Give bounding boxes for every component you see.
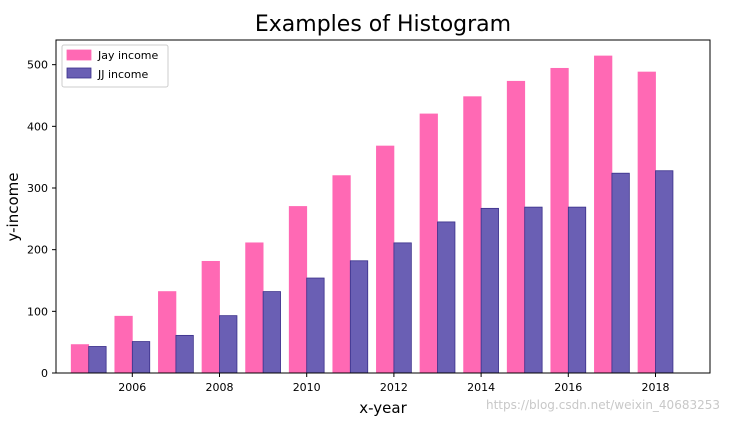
bar-jay-income-2012	[376, 145, 395, 374]
plot-frame	[55, 39, 711, 374]
bar-jay-income-2005	[70, 344, 90, 374]
bar-jj-income-2007	[175, 334, 194, 374]
bar-jj-income-2005	[88, 346, 107, 374]
bar-jj-income-2015	[524, 206, 543, 374]
bar-jj-income-2010	[306, 277, 325, 374]
x-tick-label-2014: 2014	[467, 381, 495, 394]
y-tick-label-200: 200	[27, 244, 48, 257]
legend-swatch-jay-income	[66, 49, 92, 61]
bar-jay-income-2010	[288, 206, 308, 374]
y-axis-label: y-income	[4, 173, 22, 242]
bar-jay-income-2009	[245, 242, 264, 374]
legend-label-jay-income: Jay income	[97, 49, 159, 62]
bars	[70, 55, 674, 374]
bar-jj-income-2018	[655, 170, 674, 374]
bar-jj-income-2009	[262, 291, 281, 374]
bar-jay-income-2011	[332, 175, 351, 374]
bar-jj-income-2012	[393, 242, 412, 374]
bar-jay-income-2006	[114, 315, 133, 374]
bar-jj-income-2013	[437, 221, 456, 374]
x-tick-label-2008: 2008	[206, 381, 234, 394]
y-tick-label-0: 0	[41, 367, 48, 380]
bar-jj-income-2011	[349, 260, 369, 374]
bar-jay-income-2017	[594, 55, 613, 374]
bar-jj-income-2016	[567, 206, 587, 374]
x-tick-label-2012: 2012	[380, 381, 408, 394]
x-tick-label-2016: 2016	[554, 381, 582, 394]
x-axis-ticks: 2006 2008 2010 2012 2014 2016 2018	[118, 373, 670, 394]
y-tick-label-400: 400	[27, 120, 48, 133]
y-axis-ticks: 0 100 200 300 400 500	[27, 59, 56, 380]
y-tick-label-500: 500	[27, 59, 48, 72]
x-tick-label-2006: 2006	[118, 381, 146, 394]
x-tick-label-2018: 2018	[642, 381, 670, 394]
legend-label-jj-income: JJ income	[97, 68, 149, 81]
chart-title: Examples of Histogram	[255, 12, 511, 37]
bar-jj-income-2014	[480, 207, 499, 374]
watermark: https://blog.csdn.net/weixin_40683253	[486, 398, 720, 412]
y-tick-label-100: 100	[27, 305, 48, 318]
x-axis-label: x-year	[359, 399, 407, 417]
bar-jj-income-2006	[131, 341, 151, 374]
bar-jj-income-2017	[611, 172, 630, 374]
bar-jay-income-2013	[419, 113, 438, 374]
bar-jay-income-2014	[463, 96, 482, 374]
bar-jay-income-2018	[637, 71, 656, 374]
x-tick-label-2010: 2010	[293, 381, 321, 394]
bar-jay-income-2015	[506, 80, 526, 374]
legend-swatch-jj-income	[66, 67, 92, 79]
bar-jay-income-2007	[158, 291, 177, 374]
legend: Jay income JJ income	[61, 44, 169, 88]
y-tick-label-300: 300	[27, 182, 48, 195]
bar-jay-income-2008	[201, 260, 220, 374]
bar-jj-income-2008	[219, 315, 238, 374]
bar-jay-income-2016	[550, 67, 569, 374]
